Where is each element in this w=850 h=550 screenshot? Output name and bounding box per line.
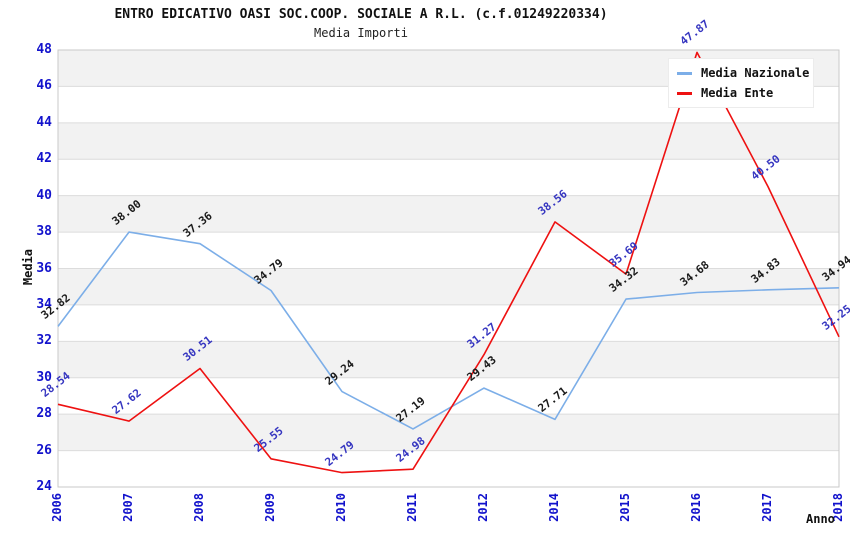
series-line-media-nazionale [57, 231, 840, 430]
y-tick-label: 26 [36, 442, 52, 458]
chart-subtitle: Media Importi [314, 26, 408, 40]
y-tick-label: 30 [36, 369, 52, 385]
y-tick-label: 48 [36, 42, 52, 57]
x-tick-label: 2008 [192, 493, 206, 522]
x-tick-label: 2015 [618, 493, 632, 522]
legend-item-media-nazionale: Media Nazionale [677, 63, 813, 83]
y-tick-label: 32 [36, 333, 52, 349]
y-tick-label: 44 [36, 114, 52, 130]
x-tick-label: 2011 [405, 493, 419, 522]
x-tick-label: 2006 [50, 493, 64, 522]
y-tick-label: 46 [36, 78, 52, 94]
x-tick-label: 2007 [121, 493, 135, 522]
y-tick-label: 36 [36, 260, 52, 276]
x-tick-label: 2017 [760, 493, 774, 522]
x-tick-label: 2012 [476, 493, 490, 522]
y-tick-label: 24 [36, 479, 52, 494]
legend-label: Media Nazionale [701, 66, 810, 80]
y-tick-label: 40 [36, 187, 52, 203]
y-tick-label: 28 [36, 406, 52, 422]
x-tick-label: 2014 [547, 493, 561, 522]
x-tick-label: 2009 [263, 493, 277, 522]
x-tick-label: 2010 [334, 493, 348, 522]
y-axis-title: Media [21, 249, 35, 286]
legend: Media Nazionale Media Ente [668, 58, 814, 108]
y-tick-label: 34 [36, 296, 52, 312]
chart-title: ENTRO EDICATIVO OASI SOC.COOP. SOCIALE A… [114, 7, 608, 22]
y-tick-label: 42 [36, 151, 52, 167]
y-tick-label: 38 [36, 224, 52, 240]
legend-label: Media Ente [701, 86, 774, 100]
legend-swatch-ente-icon [677, 91, 692, 95]
legend-item-media-ente: Media Ente [677, 83, 813, 103]
legend-swatch-nazionale-icon [677, 71, 692, 75]
x-axis-title: Anno [806, 512, 835, 526]
x-tick-label: 2016 [689, 493, 703, 522]
